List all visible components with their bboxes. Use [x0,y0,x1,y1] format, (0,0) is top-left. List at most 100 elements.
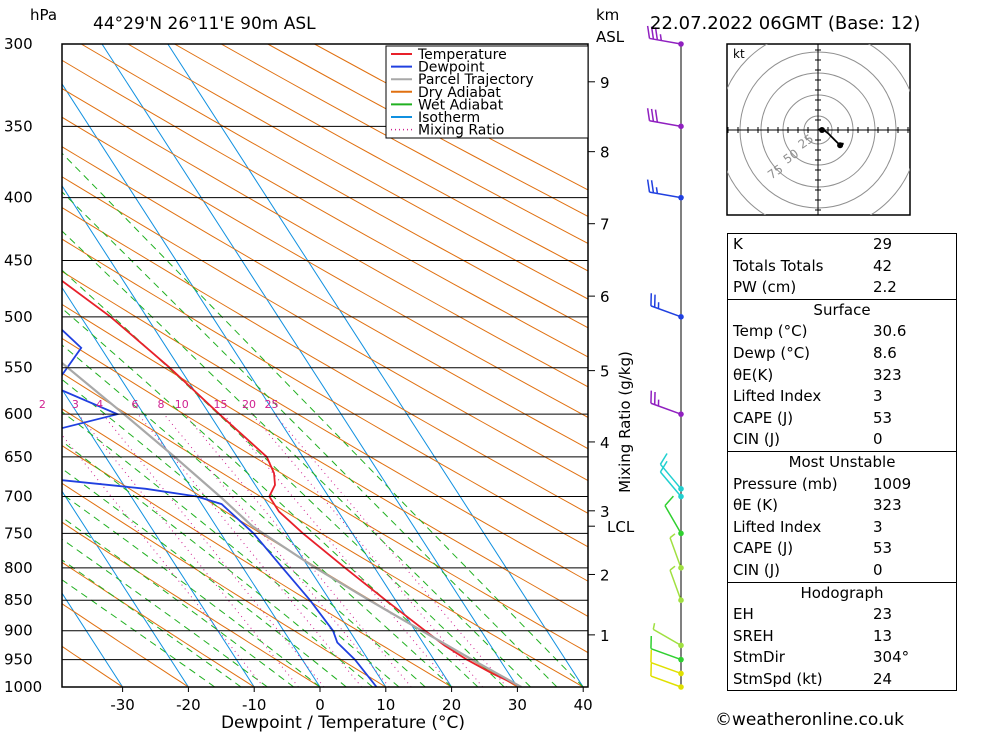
wind-barb-feather [646,108,651,121]
pressure-tick-label: 700 [4,488,33,506]
mixing-ratio-line [163,413,390,687]
temp-tick-label: 40 [574,696,593,714]
pressure-unit-label: hPa [30,6,57,24]
mixing-ratio-label: 2 [39,398,46,411]
dry-adiabat-line [62,337,588,654]
wind-barb-staff [650,305,682,318]
index-row: Totals Totals 42 [728,256,956,278]
wind-barb [646,108,682,128]
index-name: CAPE (J) [733,539,794,558]
index-value: 53 [873,408,893,427]
temp-tick-label: 10 [376,696,395,714]
index-value: 0 [873,430,883,449]
dry-adiabat-line [62,482,387,687]
legend-box [385,45,589,139]
wind-barb [652,623,682,647]
isotherm-line [101,44,518,687]
index-name: SREH [733,626,774,645]
isotherm-line [62,388,255,687]
index-row: SREH 13 [728,626,956,648]
temperature-series-line [62,279,522,687]
wet-adiabat-line [62,559,242,687]
wind-barb-feather [669,565,676,571]
wind-barb-feather [654,27,659,40]
pressure-tick-label: 650 [4,448,33,466]
wind-barb-staff [650,647,682,661]
index-row: StmDir 304° [728,647,956,669]
index-name: CIN (J) [733,560,781,579]
basic-indices-section: K 29 Totals Totals 42 PW (cm) 2.2 [728,234,956,299]
height-unit-label: km [596,6,619,24]
height-tick-label: 8 [600,144,610,162]
temp-tick-label: -30 [110,696,135,714]
pressure-tick-label: 300 [4,35,33,53]
wind-barb-feather [659,460,668,473]
mixing-ratio-label: 20 [242,398,256,411]
dry-adiabat-line [62,561,255,687]
dry-adiabat-line [62,146,588,450]
isotherm-line [62,286,321,687]
plot-frame [61,43,589,688]
wind-barb-feather [646,25,651,39]
pressure-tick-label: 450 [4,252,33,270]
index-name: θE(K) [733,365,774,384]
index-name: Temp (°C) [733,322,808,341]
wet-adiabat-line [62,468,347,687]
index-value: 0 [873,560,883,579]
index-name: EH [733,605,754,624]
temp-tick-label: 20 [442,696,461,714]
index-row: CAPE (J) 53 [728,408,956,430]
wet-adiabat-line [62,152,584,687]
index-value: 3 [873,517,883,536]
mixing-ratio-line [223,413,453,687]
surface-heading: Surface [813,300,871,319]
dry-adiabat-line [62,87,588,388]
index-value: 8.6 [873,343,897,362]
height-tick-label: 6 [600,288,610,306]
dry-adiabat-line [62,270,588,582]
index-value: 323 [873,365,902,384]
wet-adiabat-line [62,344,452,687]
wind-barb [650,649,682,675]
location-label: 44°29'N 26°11'E 90m ASL [93,14,316,34]
temp-tick-label: -20 [176,696,201,714]
index-row: K 29 [728,234,956,256]
index-name: StmSpd (kt) [733,669,823,688]
wind-barb [664,495,682,534]
wind-barb [650,663,682,688]
index-name: θE (K) [733,496,778,515]
wind-barb-feather [659,34,663,41]
mixing-ratio-label: 6 [131,398,138,411]
wind-barb [659,460,682,497]
wet-adiabat-line [62,516,295,687]
wind-barb-feather [669,533,676,539]
legend-label: Dry Adiabat [418,85,501,101]
wind-barb-staff [650,402,682,415]
pressure-tick-label: 950 [4,651,33,669]
wind-barb-staff [650,661,682,675]
wet-adiabat-line [62,269,505,687]
wind-barb [650,293,682,318]
index-row: EH 23 [728,604,956,626]
mixing-ratio-label: 4 [96,398,103,411]
index-panel: K 29 Totals Totals 42 PW (cm) 2.2 Surface Tem… [727,233,957,692]
index-name: StmDir [733,648,785,667]
index-value: 53 [873,539,893,558]
pressure-tick-label: 400 [4,189,33,207]
wet-adiabat-line [62,493,321,687]
hodograph-heading: Hodograph [800,583,884,602]
wind-barb-staff [669,569,682,601]
wind-barb [650,635,682,661]
temp-tick-label: 0 [315,696,325,714]
legend-label: Mixing Ratio [418,123,504,139]
index-row: Temp (°C) 30.6 [728,321,956,343]
wind-barb-staff [664,505,682,534]
height-tick-label: 2 [600,566,610,584]
mixing-ratio-label: 10 [175,398,189,411]
legend-label: Parcel Trajectory [418,72,534,88]
index-row: θE (K) 323 [728,495,956,517]
index-value: 42 [873,256,893,275]
index-name: CIN (J) [733,430,781,449]
isotherm-line [62,184,387,687]
